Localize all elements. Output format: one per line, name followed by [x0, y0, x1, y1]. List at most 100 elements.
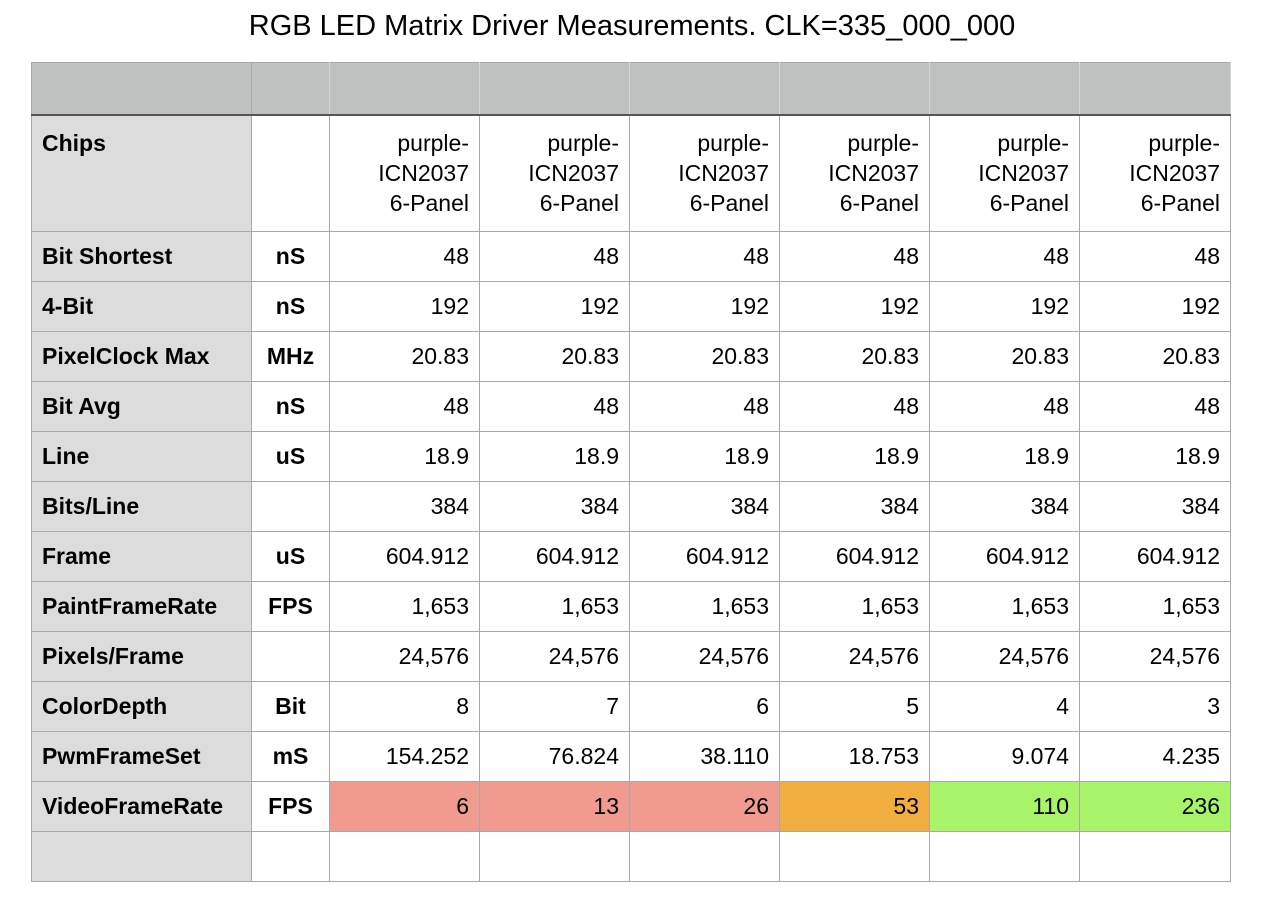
row-label[interactable]: Bit Avg	[31, 381, 252, 432]
unit-cell[interactable]: uS	[251, 531, 330, 582]
value-cell[interactable]: 384	[329, 481, 480, 532]
header-band-cell[interactable]	[251, 62, 330, 116]
header-band-cell[interactable]	[31, 62, 252, 116]
row-label[interactable]	[31, 831, 252, 882]
value-cell[interactable]: 48	[329, 231, 480, 282]
value-cell[interactable]: 192	[929, 281, 1080, 332]
row-label[interactable]: Bit Shortest	[31, 231, 252, 282]
value-cell[interactable]: 192	[629, 281, 780, 332]
value-cell[interactable]: 20.83	[779, 331, 930, 382]
row-label[interactable]: Chips	[31, 114, 252, 232]
row-label[interactable]: Line	[31, 431, 252, 482]
value-cell[interactable]: 20.83	[479, 331, 630, 382]
unit-cell[interactable]: nS	[251, 281, 330, 332]
value-cell[interactable]: 1,653	[929, 581, 1080, 632]
value-cell[interactable]: 18.9	[329, 431, 480, 482]
unit-cell[interactable]	[251, 114, 330, 232]
value-cell[interactable]: 18.753	[779, 731, 930, 782]
value-cell[interactable]: 1,653	[779, 581, 930, 632]
header-band-cell[interactable]	[779, 62, 930, 116]
value-cell[interactable]: 9.074	[929, 731, 1080, 782]
value-cell[interactable]: 48	[479, 381, 630, 432]
value-cell[interactable]: 192	[1079, 281, 1231, 332]
value-cell[interactable]: 48	[1079, 381, 1231, 432]
unit-cell[interactable]	[251, 631, 330, 682]
value-cell[interactable]: 604.912	[1079, 531, 1231, 582]
value-cell[interactable]	[1079, 831, 1231, 882]
value-cell[interactable]: 236	[1079, 781, 1231, 832]
value-cell[interactable]: 384	[479, 481, 630, 532]
value-cell[interactable]: 38.110	[629, 731, 780, 782]
value-cell[interactable]: 192	[779, 281, 930, 332]
header-band-cell[interactable]	[1079, 62, 1231, 116]
row-label[interactable]: PwmFrameSet	[31, 731, 252, 782]
chip-cell[interactable]: purple- ICN2037 6-Panel	[779, 114, 930, 232]
value-cell[interactable]: 24,576	[1079, 631, 1231, 682]
value-cell[interactable]: 1,653	[329, 581, 480, 632]
row-label[interactable]: Bits/Line	[31, 481, 252, 532]
value-cell[interactable]: 76.824	[479, 731, 630, 782]
value-cell[interactable]: 18.9	[1079, 431, 1231, 482]
value-cell[interactable]: 18.9	[629, 431, 780, 482]
unit-cell[interactable]: nS	[251, 231, 330, 282]
value-cell[interactable]: 24,576	[629, 631, 780, 682]
header-band-cell[interactable]	[929, 62, 1080, 116]
value-cell[interactable]: 604.912	[329, 531, 480, 582]
value-cell[interactable]: 18.9	[479, 431, 630, 482]
chip-cell[interactable]: purple- ICN2037 6-Panel	[629, 114, 780, 232]
unit-cell[interactable]: MHz	[251, 331, 330, 382]
value-cell[interactable]: 5	[779, 681, 930, 732]
value-cell[interactable]: 192	[479, 281, 630, 332]
value-cell[interactable]: 18.9	[779, 431, 930, 482]
value-cell[interactable]: 1,653	[479, 581, 630, 632]
row-label[interactable]: PixelClock Max	[31, 331, 252, 382]
value-cell[interactable]: 604.912	[779, 531, 930, 582]
value-cell[interactable]: 110	[929, 781, 1080, 832]
value-cell[interactable]: 1,653	[1079, 581, 1231, 632]
chip-cell[interactable]: purple- ICN2037 6-Panel	[1079, 114, 1231, 232]
chip-cell[interactable]: purple- ICN2037 6-Panel	[329, 114, 480, 232]
value-cell[interactable]: 6	[629, 681, 780, 732]
value-cell[interactable]: 384	[1079, 481, 1231, 532]
row-label[interactable]: Pixels/Frame	[31, 631, 252, 682]
value-cell[interactable]: 48	[779, 381, 930, 432]
value-cell[interactable]: 53	[779, 781, 930, 832]
value-cell[interactable]: 20.83	[329, 331, 480, 382]
unit-cell[interactable]: FPS	[251, 781, 330, 832]
row-label[interactable]: 4-Bit	[31, 281, 252, 332]
value-cell[interactable]: 24,576	[779, 631, 930, 682]
value-cell[interactable]: 20.83	[929, 331, 1080, 382]
value-cell[interactable]: 48	[329, 381, 480, 432]
value-cell[interactable]: 8	[329, 681, 480, 732]
value-cell[interactable]: 20.83	[629, 331, 780, 382]
value-cell[interactable]	[629, 831, 780, 882]
unit-cell[interactable]: FPS	[251, 581, 330, 632]
value-cell[interactable]: 24,576	[329, 631, 480, 682]
value-cell[interactable]: 384	[779, 481, 930, 532]
value-cell[interactable]: 1,653	[629, 581, 780, 632]
value-cell[interactable]: 48	[629, 381, 780, 432]
value-cell[interactable]: 154.252	[329, 731, 480, 782]
value-cell[interactable]: 384	[929, 481, 1080, 532]
header-band-cell[interactable]	[629, 62, 780, 116]
value-cell[interactable]	[329, 831, 480, 882]
unit-cell[interactable]	[251, 481, 330, 532]
value-cell[interactable]: 48	[929, 231, 1080, 282]
value-cell[interactable]: 4.235	[1079, 731, 1231, 782]
unit-cell[interactable]: nS	[251, 381, 330, 432]
row-label[interactable]: PaintFrameRate	[31, 581, 252, 632]
row-label[interactable]: Frame	[31, 531, 252, 582]
chip-cell[interactable]: purple- ICN2037 6-Panel	[929, 114, 1080, 232]
unit-cell[interactable]: Bit	[251, 681, 330, 732]
value-cell[interactable]: 4	[929, 681, 1080, 732]
value-cell[interactable]: 604.912	[629, 531, 780, 582]
value-cell[interactable]: 48	[779, 231, 930, 282]
value-cell[interactable]: 24,576	[479, 631, 630, 682]
unit-cell[interactable]: uS	[251, 431, 330, 482]
value-cell[interactable]: 48	[479, 231, 630, 282]
value-cell[interactable]	[929, 831, 1080, 882]
value-cell[interactable]: 48	[929, 381, 1080, 432]
value-cell[interactable]: 3	[1079, 681, 1231, 732]
value-cell[interactable]: 192	[329, 281, 480, 332]
chip-cell[interactable]: purple- ICN2037 6-Panel	[479, 114, 630, 232]
